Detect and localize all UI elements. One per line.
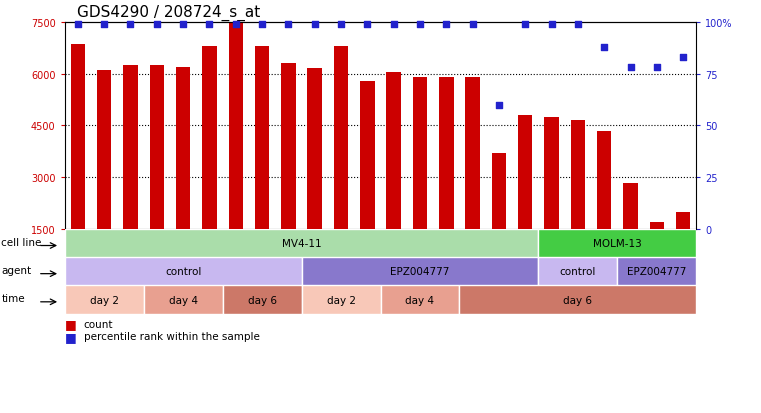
Text: MV4-11: MV4-11: [282, 239, 321, 249]
Point: [651, 65, 663, 71]
Bar: [150, 66, 164, 230]
Bar: [544, 118, 559, 230]
Bar: [492, 154, 506, 230]
Bar: [65, 286, 144, 314]
Point: [598, 44, 610, 51]
Bar: [334, 47, 349, 230]
Bar: [676, 212, 690, 230]
Point: [256, 21, 268, 28]
Text: day 6: day 6: [563, 295, 592, 305]
Point: [440, 21, 452, 28]
Bar: [539, 230, 696, 258]
Bar: [412, 78, 427, 230]
Text: day 2: day 2: [90, 295, 119, 305]
Bar: [307, 69, 322, 230]
Bar: [255, 47, 269, 230]
Point: [466, 21, 479, 28]
Bar: [123, 66, 138, 230]
Bar: [176, 68, 190, 230]
Point: [282, 21, 295, 28]
Bar: [228, 24, 243, 230]
Text: agent: agent: [2, 266, 31, 275]
Point: [177, 21, 189, 28]
Point: [625, 65, 637, 71]
Bar: [71, 45, 85, 230]
Point: [414, 21, 426, 28]
Bar: [518, 116, 533, 230]
Bar: [539, 258, 617, 286]
Point: [519, 21, 531, 28]
Text: cell line: cell line: [2, 237, 42, 247]
Bar: [380, 286, 460, 314]
Bar: [460, 286, 696, 314]
Point: [677, 55, 689, 61]
Point: [387, 21, 400, 28]
Bar: [571, 121, 585, 230]
Point: [572, 21, 584, 28]
Point: [72, 21, 84, 28]
Point: [151, 21, 163, 28]
Point: [546, 21, 558, 28]
Point: [335, 21, 347, 28]
Text: time: time: [2, 294, 25, 304]
Point: [124, 21, 136, 28]
Point: [309, 21, 321, 28]
Point: [230, 21, 242, 28]
Bar: [223, 286, 301, 314]
Text: count: count: [84, 319, 113, 329]
Bar: [97, 71, 111, 230]
Bar: [650, 223, 664, 230]
Bar: [439, 78, 454, 230]
Bar: [65, 258, 301, 286]
Bar: [623, 183, 638, 230]
Bar: [281, 64, 295, 230]
Text: EPZ004777: EPZ004777: [390, 267, 450, 277]
Point: [98, 21, 110, 28]
Text: day 4: day 4: [406, 295, 435, 305]
Text: day 4: day 4: [169, 295, 198, 305]
Bar: [387, 73, 401, 230]
Bar: [301, 286, 380, 314]
Text: EPZ004777: EPZ004777: [627, 267, 686, 277]
Point: [493, 102, 505, 109]
Bar: [144, 286, 223, 314]
Bar: [301, 258, 539, 286]
Bar: [65, 230, 539, 258]
Text: control: control: [559, 267, 596, 277]
Text: day 2: day 2: [326, 295, 355, 305]
Bar: [360, 81, 374, 230]
Text: ■: ■: [65, 318, 76, 331]
Text: control: control: [165, 267, 202, 277]
Text: percentile rank within the sample: percentile rank within the sample: [84, 332, 260, 342]
Text: ■: ■: [65, 330, 76, 343]
Bar: [597, 131, 611, 230]
Point: [361, 21, 374, 28]
Text: GDS4290 / 208724_s_at: GDS4290 / 208724_s_at: [78, 5, 260, 21]
Text: day 6: day 6: [247, 295, 276, 305]
Bar: [202, 47, 217, 230]
Bar: [617, 258, 696, 286]
Text: MOLM-13: MOLM-13: [593, 239, 642, 249]
Bar: [466, 78, 480, 230]
Point: [203, 21, 215, 28]
